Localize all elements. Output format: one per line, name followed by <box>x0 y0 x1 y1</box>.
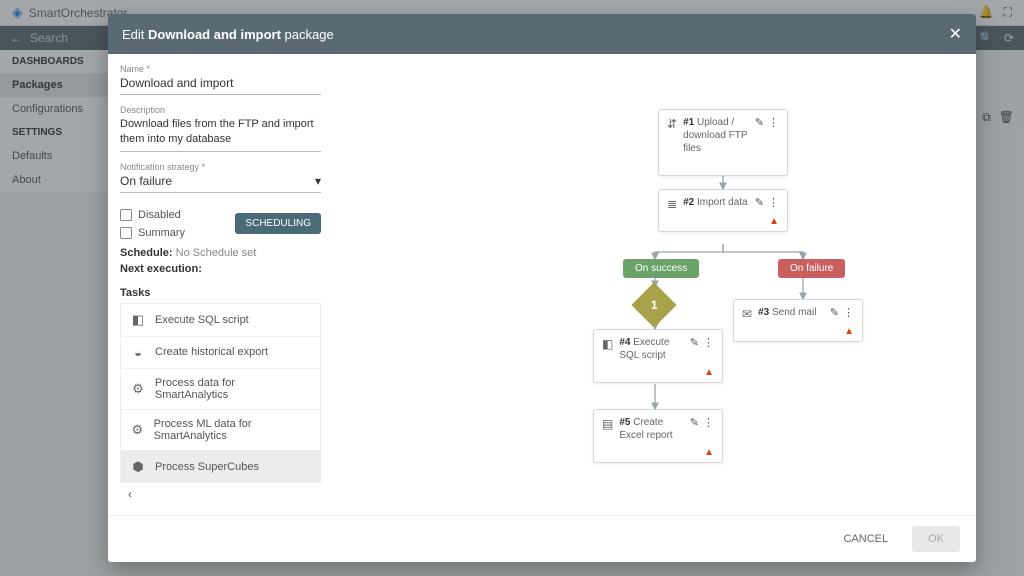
more-icon[interactable]: ⋮ <box>703 336 714 349</box>
edit-icon[interactable]: ✎ <box>830 306 839 319</box>
form-panel: Name * Download and import Description D… <box>108 54 333 515</box>
task-icon: ◒ <box>131 345 145 360</box>
name-label: Name * <box>120 64 321 74</box>
ok-button[interactable]: OK <box>912 526 960 552</box>
cancel-button[interactable]: CANCEL <box>827 526 904 552</box>
node-icon: ✉ <box>742 307 752 321</box>
node-icon: ≣ <box>667 197 677 211</box>
pager-prev[interactable]: ‹ <box>120 483 321 505</box>
edit-icon[interactable]: ✎ <box>690 416 699 429</box>
flow-condition-node[interactable]: 1 <box>631 282 676 327</box>
flow-node[interactable]: ▤ #5 Create Excel report ✎ ⋮ ▲ <box>593 409 723 463</box>
warning-icon: ▲ <box>704 367 714 378</box>
edit-icon[interactable]: ✎ <box>755 116 764 129</box>
task-icon: ⚙ <box>131 381 145 397</box>
task-item[interactable]: ◧ Execute SQL script <box>121 304 320 337</box>
flow-node[interactable]: ◧ #4 Execute SQL script ✎ ⋮ ▲ <box>593 329 723 383</box>
more-icon[interactable]: ⋮ <box>768 116 779 129</box>
task-label: Create historical export <box>155 346 268 358</box>
task-label: Process SuperCubes <box>155 461 259 473</box>
notif-label: Notification strategy * <box>120 162 321 172</box>
flow-canvas[interactable]: On success On failure 1 ⇵ #1 Upload / downlo… <box>333 54 976 515</box>
task-item[interactable]: ⚙ Process data for SmartAnalytics <box>121 369 320 410</box>
desc-label: Description <box>120 105 321 115</box>
node-label: #3 Send mail <box>758 306 824 319</box>
task-item[interactable]: ◒ Create historical export <box>121 337 320 369</box>
warning-icon: ▲ <box>704 447 714 458</box>
next-exec-info: Next execution: <box>120 263 321 275</box>
flow-succ-pill: On success <box>623 259 699 278</box>
flow-node[interactable]: ≣ #2 Import data ✎ ⋮ ▲ <box>658 189 788 232</box>
modal-footer: CANCEL OK <box>108 515 976 562</box>
edit-icon[interactable]: ✎ <box>755 196 764 209</box>
tasks-header: Tasks <box>120 283 321 303</box>
edit-icon[interactable]: ✎ <box>690 336 699 349</box>
task-label: Process data for SmartAnalytics <box>155 377 310 401</box>
edit-package-modal: Edit Download and import package ✕ Name … <box>108 14 976 562</box>
warning-icon: ▲ <box>844 326 854 337</box>
close-icon[interactable]: ✕ <box>949 24 962 44</box>
task-icon: ⚙ <box>131 422 144 438</box>
disabled-checkbox[interactable]: Disabled <box>120 209 185 221</box>
notif-select[interactable]: On failure▾ <box>120 172 321 192</box>
modal-title: Edit Download and import package <box>122 27 334 42</box>
node-label: #2 Import data <box>683 196 749 209</box>
task-item[interactable]: ⚙ Process ML data for SmartAnalytics <box>121 410 320 451</box>
task-label: Execute SQL script <box>155 314 249 326</box>
modal-header: Edit Download and import package ✕ <box>108 14 976 54</box>
node-label: #4 Execute SQL script <box>619 336 683 362</box>
tasks-list[interactable]: ◧ Execute SQL script ◒ Create historical ex… <box>120 303 321 483</box>
more-icon[interactable]: ⋮ <box>768 196 779 209</box>
scheduling-button[interactable]: SCHEDULING <box>235 213 321 234</box>
summary-checkbox[interactable]: Summary <box>120 227 185 239</box>
warning-icon: ▲ <box>769 216 779 227</box>
task-label: Process ML data for SmartAnalytics <box>154 418 310 442</box>
node-icon: ▤ <box>602 417 613 431</box>
node-label: #1 Upload / download FTP files <box>683 116 749 155</box>
name-input[interactable]: Download and import <box>120 74 321 94</box>
chevron-down-icon: ▾ <box>315 174 321 188</box>
desc-input[interactable]: Download files from the FTP and import t… <box>120 115 321 151</box>
flow-fail-pill: On failure <box>778 259 845 278</box>
node-label: #5 Create Excel report <box>619 416 683 442</box>
node-icon: ◧ <box>602 337 613 351</box>
task-item[interactable]: ⬢ Process SuperCubes <box>121 451 320 483</box>
more-icon[interactable]: ⋮ <box>703 416 714 429</box>
flow-node[interactable]: ⇵ #1 Upload / download FTP files ✎ ⋮ <box>658 109 788 176</box>
schedule-info: Schedule: No Schedule set <box>120 247 321 259</box>
task-icon: ◧ <box>131 312 145 328</box>
flow-node[interactable]: ✉ #3 Send mail ✎ ⋮ ▲ <box>733 299 863 342</box>
more-icon[interactable]: ⋮ <box>843 306 854 319</box>
task-icon: ⬢ <box>131 459 145 475</box>
node-icon: ⇵ <box>667 117 677 131</box>
